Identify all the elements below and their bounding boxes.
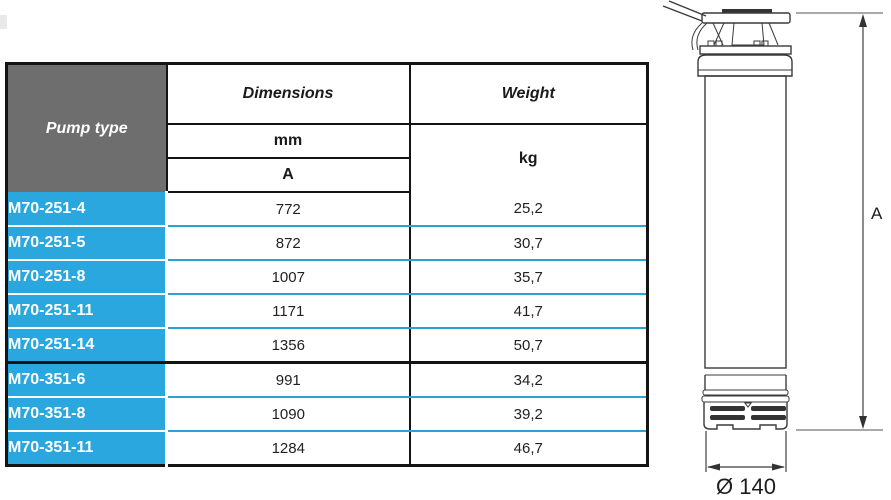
pump-type-cell: M70-351-11 (6, 431, 168, 466)
dimension-a-header: A (166, 158, 411, 193)
intake-slot-2 (710, 415, 745, 420)
scan-artifact (0, 15, 7, 29)
table-row: M70-251-8 1007 35,7 (6, 260, 648, 295)
intake-shell (703, 402, 788, 430)
table-row: M70-351-11 1284 46,7 (6, 431, 648, 466)
diameter-label: Ø 140 (716, 474, 776, 499)
table-row: M70-351-6 991 34,2 (6, 362, 648, 398)
weight-cell: 39,2 (409, 397, 648, 432)
arrow-left-icon (707, 463, 720, 471)
arrow-down-icon (859, 416, 867, 429)
weight-cell: 35,7 (409, 260, 648, 295)
right-leg (768, 22, 779, 46)
pump-spec-table: Pump type Dimensions Weight mm kg A M70-… (5, 62, 649, 467)
weight-header: Weight (409, 63, 648, 125)
table-header: Pump type Dimensions Weight mm kg A (6, 63, 648, 193)
pump-type-cell: M70-251-11 (6, 294, 168, 329)
table-row: M70-251-5 872 30,7 (6, 226, 648, 261)
arrow-right-icon (772, 463, 785, 471)
pump-type-header: Pump type (6, 63, 168, 192)
dimension-a-cell: 1007 (166, 260, 411, 295)
cable-drop-inner (696, 22, 708, 51)
dimension-a-cell: 1356 (166, 328, 411, 364)
dimension-a-cell: 991 (166, 362, 411, 398)
weight-cell: 46,7 (409, 431, 648, 466)
intake-slot-4 (751, 415, 786, 420)
cable-line-inner (668, 0, 707, 17)
center-block (731, 22, 765, 46)
dimension-a-cell: 872 (166, 226, 411, 261)
dimension-a-cell: 772 (166, 192, 411, 227)
weight-cell: 25,2 (409, 192, 648, 227)
dimensions-header: Dimensions (166, 63, 411, 125)
unit-kg-header: kg (409, 124, 648, 192)
table-row: M70-251-4 772 25,2 (6, 192, 648, 227)
dimension-a-cell: 1284 (166, 431, 411, 466)
table-row: M70-351-8 1090 39,2 (6, 397, 648, 432)
pump-body (704, 75, 787, 369)
table-row: M70-251-11 1171 41,7 (6, 294, 648, 329)
bolt-left-a (707, 40, 715, 47)
cable-line-outer (662, 5, 703, 22)
intake-slot-3 (751, 406, 786, 411)
arrow-up-icon (859, 14, 867, 27)
weight-cell: 30,7 (409, 226, 648, 261)
cable-drop-outer (691, 22, 703, 51)
pump-type-cell: M70-251-4 (6, 192, 168, 227)
flange (699, 45, 792, 55)
pump-type-cell: M70-251-5 (6, 226, 168, 261)
weight-cell: 41,7 (409, 294, 648, 329)
dimension-a-label: A (871, 204, 883, 223)
pump-type-cell: M70-351-8 (6, 397, 168, 432)
center-notch (744, 402, 752, 408)
table-body: M70-251-4 772 25,2 M70-251-5 872 30,7 M7… (6, 192, 648, 466)
pump-type-cell: M70-251-14 (6, 328, 168, 364)
ring-band-1 (702, 389, 789, 396)
pump-type-cell: M70-351-6 (6, 362, 168, 398)
table-row: M70-251-14 1356 50,7 (6, 328, 648, 364)
top-plate (701, 12, 791, 24)
plate-strip (722, 9, 772, 13)
intake-slot-1 (710, 406, 745, 411)
unit-mm-header: mm (166, 124, 411, 159)
pump-cap (697, 54, 793, 77)
dimension-a-cell: 1171 (166, 294, 411, 329)
pump-type-cell: M70-251-8 (6, 260, 168, 295)
ring-band-2 (701, 395, 790, 403)
weight-cell: 50,7 (409, 328, 648, 364)
pump-technical-drawing: A Ø 140 (662, 0, 883, 499)
weight-cell: 34,2 (409, 362, 648, 398)
dimension-a-cell: 1090 (166, 397, 411, 432)
